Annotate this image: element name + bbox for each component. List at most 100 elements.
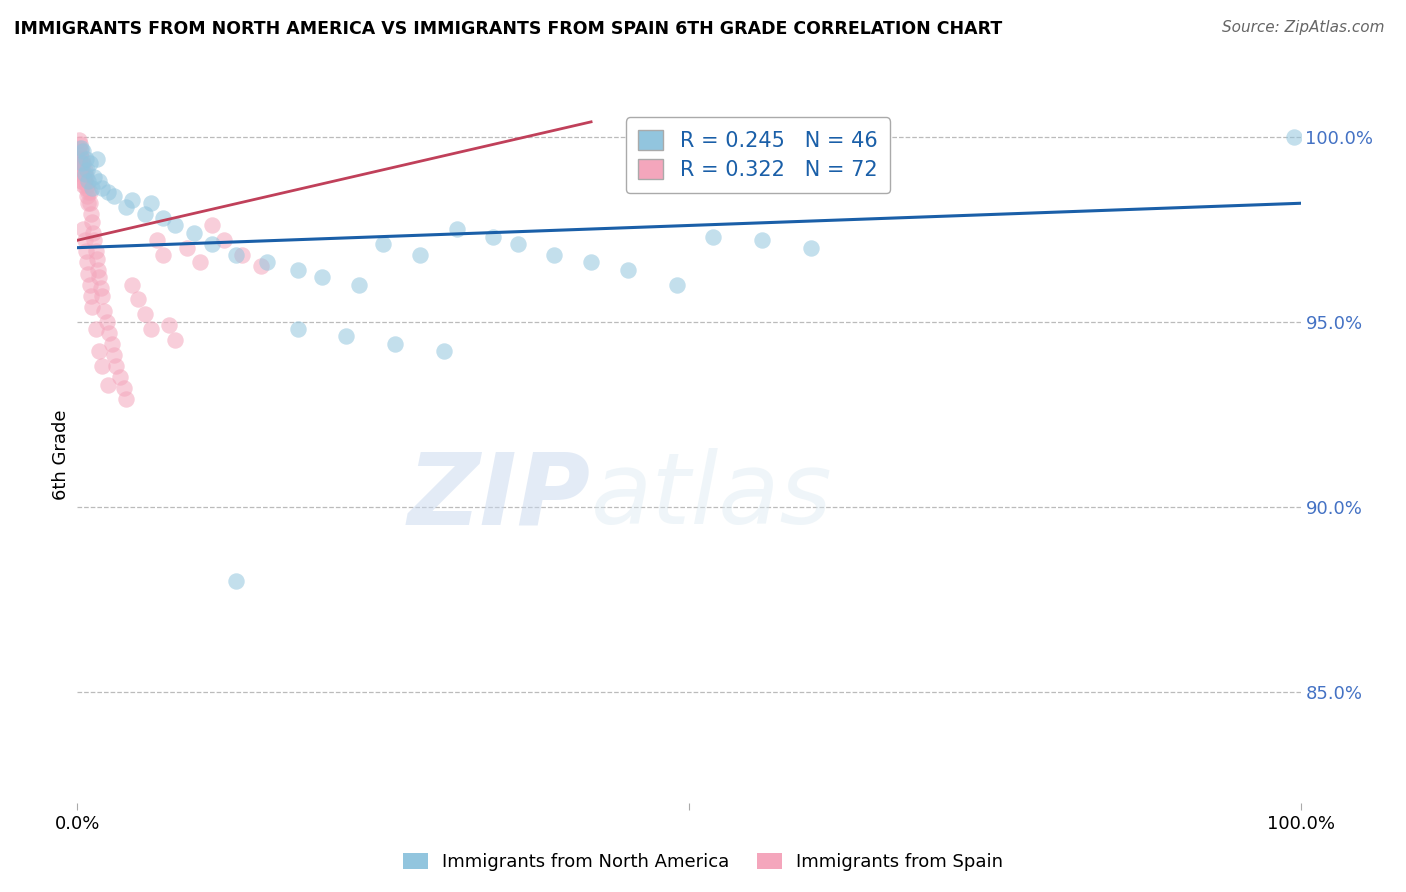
Point <box>72 145 94 159</box>
Point <box>90 181 112 195</box>
Point <box>84 322 107 336</box>
Point <box>73 163 96 178</box>
Point <box>127 293 149 307</box>
Text: Source: ZipAtlas.com: Source: ZipAtlas.com <box>1222 20 1385 35</box>
Point <box>183 226 205 240</box>
Point <box>250 259 273 273</box>
Point <box>72 167 94 181</box>
Point <box>139 196 162 211</box>
Point <box>188 255 211 269</box>
Point <box>72 222 94 236</box>
Point <box>702 229 724 244</box>
Point <box>225 248 247 262</box>
Point <box>70 145 93 159</box>
Point <box>69 163 91 178</box>
Point <box>70 141 93 155</box>
Point <box>256 255 278 269</box>
Point <box>134 207 156 221</box>
Legend: Immigrants from North America, Immigrants from Spain: Immigrants from North America, Immigrant… <box>395 846 1011 879</box>
Point <box>80 181 103 195</box>
Point <box>371 237 394 252</box>
Point <box>67 152 90 166</box>
Point <box>139 322 162 336</box>
Point <box>506 237 529 252</box>
Point <box>176 241 198 255</box>
Point <box>115 200 138 214</box>
Point <box>97 185 120 199</box>
Point <box>115 392 138 407</box>
Point <box>77 174 100 188</box>
Point <box>665 277 688 292</box>
Point <box>201 219 224 233</box>
Point <box>751 233 773 247</box>
Point <box>89 270 111 285</box>
Point <box>165 333 187 347</box>
Point <box>82 226 104 240</box>
Point <box>79 155 101 169</box>
Point <box>108 370 131 384</box>
Point <box>86 252 108 266</box>
Point <box>152 248 174 262</box>
Point <box>335 329 357 343</box>
Point <box>201 237 224 252</box>
Point <box>69 155 91 169</box>
Point <box>157 318 180 333</box>
Point <box>69 148 91 162</box>
Point <box>89 174 111 188</box>
Point <box>112 381 135 395</box>
Point <box>80 300 103 314</box>
Text: ZIP: ZIP <box>408 448 591 545</box>
Point <box>76 163 98 178</box>
Point <box>70 155 93 169</box>
Point <box>287 322 309 336</box>
Point <box>77 267 100 281</box>
Point <box>70 174 93 188</box>
Point <box>75 181 97 195</box>
Point <box>75 244 97 259</box>
Point <box>69 136 91 151</box>
Point <box>93 303 115 318</box>
Point <box>225 574 247 588</box>
Point <box>77 185 100 199</box>
Legend: R = 0.245   N = 46, R = 0.322   N = 72: R = 0.245 N = 46, R = 0.322 N = 72 <box>626 118 890 193</box>
Point <box>1284 129 1306 144</box>
Point <box>86 152 108 166</box>
Point <box>70 163 93 178</box>
Point <box>121 193 143 207</box>
Point <box>73 167 96 181</box>
Point <box>79 277 101 292</box>
Point <box>79 185 101 199</box>
Point <box>800 241 823 255</box>
Point <box>446 222 468 236</box>
Point <box>543 248 565 262</box>
Point <box>87 263 110 277</box>
Point <box>67 133 90 147</box>
Point <box>90 281 112 295</box>
Point <box>212 233 235 247</box>
Point <box>152 211 174 225</box>
Point <box>70 167 93 181</box>
Point <box>76 255 98 269</box>
Point <box>84 244 107 259</box>
Point <box>103 348 125 362</box>
Point <box>89 344 111 359</box>
Point <box>72 155 94 169</box>
Point <box>79 196 101 211</box>
Point <box>96 315 118 329</box>
Point <box>72 178 94 192</box>
Point <box>121 277 143 292</box>
Point <box>76 189 98 203</box>
Point <box>73 174 96 188</box>
Point <box>70 155 93 169</box>
Point <box>617 263 640 277</box>
Text: atlas: atlas <box>591 448 832 545</box>
Point <box>70 152 93 166</box>
Point <box>83 233 105 247</box>
Point <box>83 170 105 185</box>
Point <box>73 233 96 247</box>
Point <box>384 337 406 351</box>
Point <box>165 219 187 233</box>
Point <box>97 377 120 392</box>
Point <box>100 337 122 351</box>
Point <box>433 344 456 359</box>
